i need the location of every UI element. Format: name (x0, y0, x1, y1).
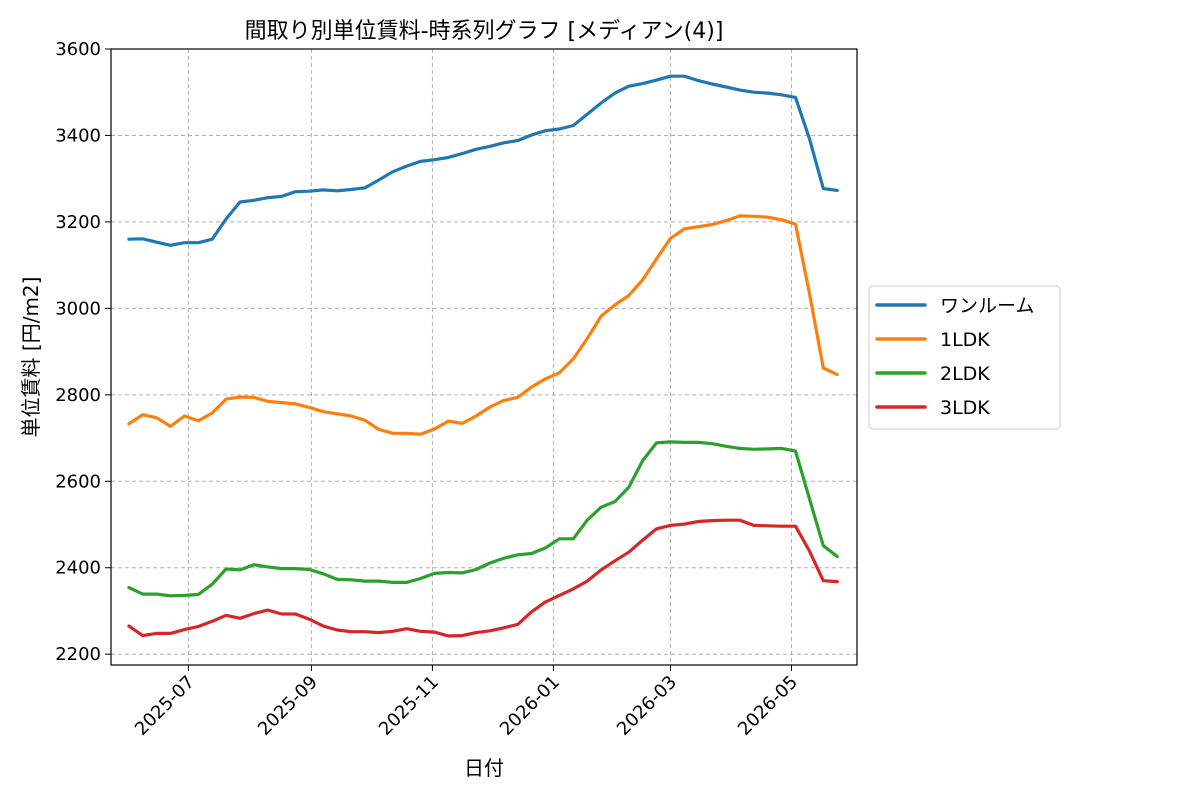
y-tick-label: 3400 (55, 125, 101, 146)
series-line-2 (127, 214, 839, 436)
series-line-1 (127, 74, 839, 247)
y-tick-label: 2600 (55, 471, 101, 492)
x-axis-title: 日付 (464, 756, 504, 780)
plot-area-frame (110, 48, 858, 666)
series-lines (127, 74, 839, 638)
y-axis: 2200 2400 2600 2800 3000 3200 3400 3600 (55, 39, 111, 665)
y-tick-label: 3200 (55, 212, 101, 233)
chart-title: 間取り別単位賃料-時系列グラフ [メディアン(4)] (245, 19, 724, 44)
series-line-3 (127, 440, 839, 598)
y-tick-label: 3000 (55, 298, 101, 319)
y-tick-label: 2200 (55, 644, 101, 665)
y-tick-label: 2400 (55, 558, 101, 579)
legend: ワンルーム 1LDK 2LDK 3LDK (868, 285, 1061, 430)
y-axis-title: 単位賃料 [円/m2] (19, 277, 43, 438)
legend-frame (868, 285, 1061, 430)
legend-label: ワンルーム (940, 295, 1034, 317)
legend-label: 1LDK (940, 329, 990, 351)
y-tick-label: 3600 (55, 39, 101, 60)
series-line-4 (127, 518, 839, 638)
y-tick-label: 2800 (55, 385, 101, 406)
legend-label: 2LDK (940, 363, 990, 385)
legend-label: 3LDK (940, 397, 990, 419)
